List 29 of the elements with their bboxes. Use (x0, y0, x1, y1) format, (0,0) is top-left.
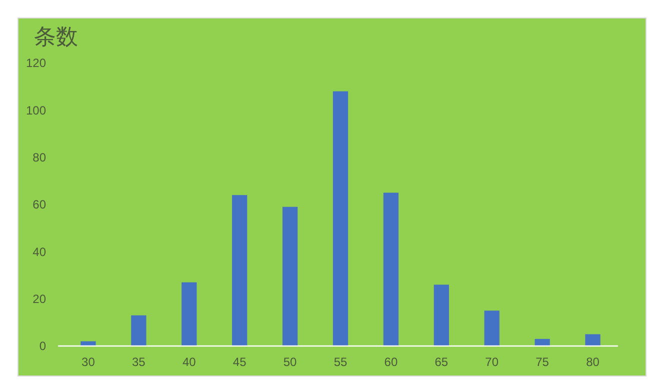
x-tick-label: 65 (434, 355, 448, 369)
bar (131, 315, 146, 346)
bar (182, 282, 197, 346)
y-tick-label: 120 (26, 56, 46, 70)
bar (434, 284, 449, 346)
y-tick-label: 100 (26, 103, 46, 118)
x-tick-label: 75 (536, 355, 550, 369)
bar (585, 334, 600, 346)
x-tick-label: 70 (485, 355, 499, 369)
y-tick-label: 80 (32, 150, 46, 165)
bar (332, 91, 348, 346)
bar (232, 195, 248, 346)
bar (484, 310, 500, 346)
x-tick-label: 55 (334, 355, 348, 369)
bar (534, 338, 550, 346)
x-tick-label: 80 (586, 355, 600, 369)
bar (282, 206, 298, 346)
x-tick-label: 35 (132, 355, 146, 369)
bar (383, 192, 399, 346)
y-tick-label: 60 (32, 198, 46, 212)
x-tick-label: 50 (283, 355, 298, 369)
chart-title: 条数 (34, 25, 78, 50)
x-tick-label: 40 (182, 355, 196, 369)
y-tick-label: 0 (39, 339, 46, 354)
y-tick-label: 20 (32, 292, 46, 306)
y-tick-label: 40 (32, 244, 46, 259)
x-tick-label: 45 (232, 355, 247, 369)
x-tick-label: 60 (384, 355, 398, 369)
x-tick-label: 30 (82, 355, 96, 369)
